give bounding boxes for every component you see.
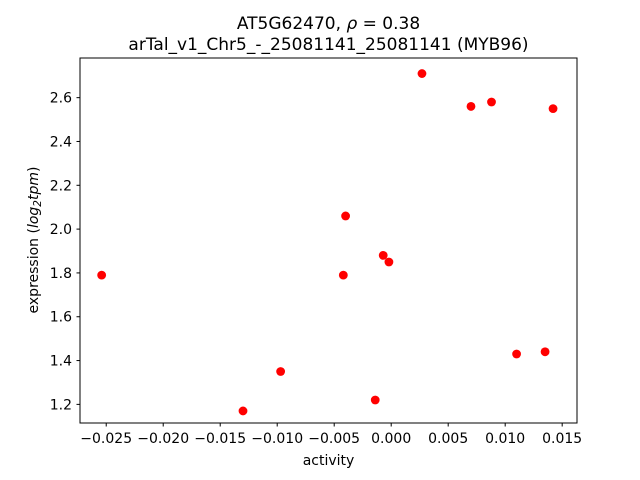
y-tick-label: 2.6 xyxy=(50,91,72,107)
data-point xyxy=(487,97,496,107)
data-point xyxy=(338,270,348,280)
plot-area-border xyxy=(79,57,578,424)
x-tick-label: 0.000 xyxy=(371,431,411,447)
x-tick-label: 0.005 xyxy=(428,431,468,447)
y-axis-label-log: log xyxy=(26,207,42,228)
y-tick-label: 1.6 xyxy=(50,310,72,326)
x-tick-label: −0.005 xyxy=(308,431,360,447)
x-tick-label: −0.015 xyxy=(194,431,246,447)
chart-subtitle: arTal_v1_Chr5_-_25081141_25081141 (MYB96… xyxy=(128,35,528,55)
chart-title-rho-value: = 0.38 xyxy=(357,14,420,34)
data-point xyxy=(512,349,521,359)
x-tick-label: 0.010 xyxy=(485,431,525,447)
data-point xyxy=(370,395,380,405)
y-axis-label-prefix: expression ( xyxy=(26,228,42,313)
data-point xyxy=(341,211,350,221)
y-tick-label: 1.4 xyxy=(50,354,72,370)
x-tick-label: −0.010 xyxy=(251,431,303,447)
chart-title: AT5G62470, ρ = 0.38 xyxy=(237,14,420,34)
y-tick-label: 1.8 xyxy=(50,266,72,282)
x-tick-label: −0.020 xyxy=(137,431,189,447)
data-point xyxy=(276,367,286,376)
x-tick-label: 0.015 xyxy=(542,431,582,447)
data-point xyxy=(540,347,550,357)
y-tick-label: 2.2 xyxy=(50,178,72,194)
y-axis-label-suffix: ) xyxy=(26,167,42,172)
chart-title-rho-symbol: ρ xyxy=(346,14,357,34)
y-tick-label: 1.2 xyxy=(50,397,72,413)
x-tick-label: −0.025 xyxy=(80,431,132,447)
y-axis-ticks: 1.2 1.4 1.6 1.8 2.0 2.2 2.4 2.6 xyxy=(50,91,80,413)
y-axis-label-tpm: tpm xyxy=(26,172,42,200)
y-tick-label: 2.0 xyxy=(50,222,72,238)
data-point xyxy=(384,257,394,267)
y-tick-label: 2.4 xyxy=(50,134,72,150)
data-point xyxy=(97,270,107,280)
scatter-points xyxy=(97,69,558,416)
chart-title-gene: AT5G62470, xyxy=(237,14,347,34)
x-axis-ticks: −0.025 −0.020 −0.015 −0.010 −0.005 0.000 0.005… xyxy=(80,423,582,447)
data-point xyxy=(378,250,388,260)
y-axis-label: expression (log2tpm) xyxy=(26,167,44,314)
data-point xyxy=(238,406,248,416)
data-point xyxy=(466,102,476,111)
data-point xyxy=(548,104,558,114)
x-axis-label: activity xyxy=(303,453,355,469)
data-point xyxy=(417,69,427,78)
y-axis-label-subscript: 2 xyxy=(32,200,44,207)
